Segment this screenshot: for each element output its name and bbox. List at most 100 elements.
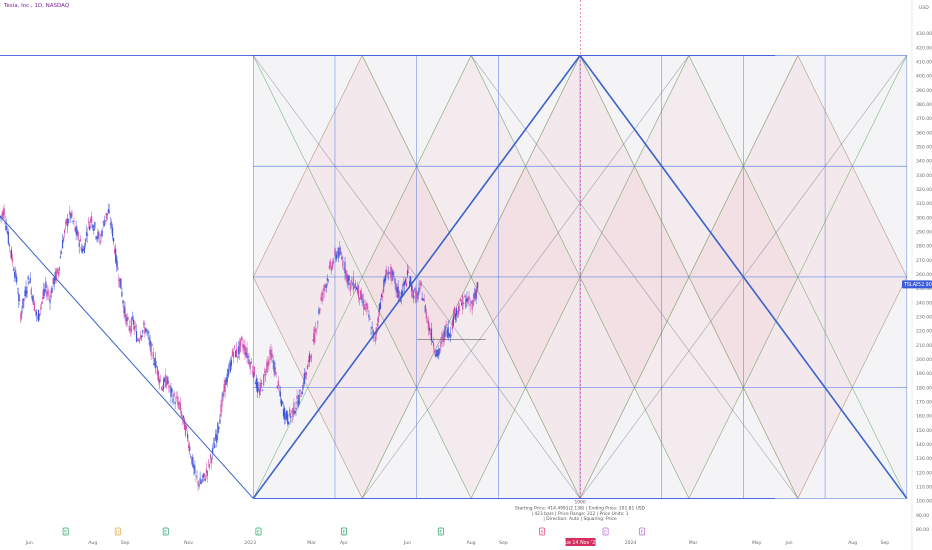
candle-body	[46, 291, 48, 297]
candle-body	[110, 221, 113, 229]
y-tick-label: 250.00	[916, 286, 932, 292]
candle-body	[3, 208, 5, 216]
candle-body	[404, 279, 407, 283]
candle-body	[189, 446, 191, 451]
candle-body	[243, 344, 245, 351]
candle-body	[370, 332, 372, 334]
candle-body	[266, 362, 268, 373]
candle-body	[378, 304, 380, 313]
candle-body	[65, 221, 67, 223]
candle-body	[273, 362, 275, 373]
candle-body	[125, 314, 127, 325]
candle-body	[114, 249, 116, 254]
candle-body	[282, 408, 285, 417]
candle-body	[279, 391, 281, 397]
candle-body	[329, 261, 332, 267]
candle-body	[121, 291, 123, 297]
candle-body	[93, 228, 95, 232]
candle-body	[70, 213, 72, 219]
candle-body	[262, 390, 264, 391]
candle-body	[384, 278, 386, 283]
candle-body	[239, 341, 241, 354]
candle-body	[462, 295, 464, 310]
candle-body	[247, 355, 249, 358]
candle-body	[414, 288, 416, 290]
candle-body	[133, 325, 136, 330]
y-tick-label: 120.00	[916, 470, 932, 476]
candle-body	[345, 270, 347, 279]
x-tick-label: 2023	[244, 540, 256, 546]
candle-body	[440, 341, 442, 348]
candle-body	[424, 305, 426, 313]
candle-body	[441, 337, 443, 339]
candle-body	[153, 363, 155, 366]
x-highlight-badge	[565, 538, 596, 546]
candle-body	[44, 289, 46, 293]
candle-body	[367, 307, 369, 309]
candle-body	[15, 269, 17, 279]
event-badge-label: S	[541, 529, 544, 535]
event-badge-label: E	[257, 529, 260, 535]
candle-body	[69, 211, 71, 216]
candle-body	[54, 272, 56, 281]
x-tick-label: Mar	[307, 540, 316, 546]
candle-body	[94, 222, 96, 228]
candle-body	[237, 356, 239, 358]
candle-body	[130, 318, 132, 333]
candle-body	[250, 362, 252, 364]
candle-body	[144, 326, 146, 334]
candle-body	[62, 237, 65, 242]
candle-body	[297, 400, 299, 408]
y-tick-label: 190.00	[916, 371, 932, 377]
candle-body	[210, 458, 213, 464]
candle-body	[226, 373, 228, 383]
candle-body	[392, 271, 394, 276]
candle-body	[394, 278, 396, 284]
candle-body	[103, 221, 105, 227]
y-tick-label: 100.00	[916, 499, 932, 505]
y-tick-label: 280.00	[916, 244, 932, 250]
candle-body	[9, 251, 12, 253]
candle-body	[150, 341, 152, 356]
candle-body	[473, 292, 475, 299]
candle-body	[107, 209, 109, 214]
candle-body	[136, 339, 139, 341]
candle-body	[158, 379, 161, 383]
candle-body	[163, 379, 165, 390]
candle-body	[208, 464, 211, 468]
candle-body	[156, 366, 158, 375]
candle-body	[39, 313, 41, 316]
candle-body	[50, 290, 52, 298]
candle-body	[169, 385, 171, 388]
event-badge-label: E	[604, 529, 607, 535]
candle-body	[31, 296, 33, 301]
x-tick-label: Tue 14 Nov '23	[562, 540, 599, 546]
candle-body	[397, 286, 399, 298]
candle-body	[465, 299, 467, 308]
candle-body	[291, 410, 293, 412]
candle-body	[471, 301, 473, 310]
candle-body	[21, 310, 23, 314]
candle-body	[346, 273, 348, 282]
candle-body	[165, 374, 167, 388]
candle-body	[356, 287, 359, 293]
candle-body	[286, 410, 288, 420]
candle-body	[105, 213, 107, 219]
candle-body	[340, 251, 342, 254]
candle-body	[381, 295, 384, 298]
candle-body	[355, 287, 358, 290]
candle-body	[84, 238, 87, 247]
candle-body	[204, 478, 206, 481]
candle-body	[246, 347, 248, 358]
candle-body	[195, 475, 197, 476]
event-badge	[62, 527, 69, 536]
y-tick-label: 430.00	[916, 31, 932, 37]
candle-body	[61, 239, 64, 249]
gann-box	[0, 0, 908, 500]
candle-body	[76, 229, 78, 236]
candle-body	[36, 316, 39, 318]
current-price-badge	[902, 280, 932, 289]
candle-body	[298, 394, 300, 405]
candle-body	[467, 297, 469, 305]
